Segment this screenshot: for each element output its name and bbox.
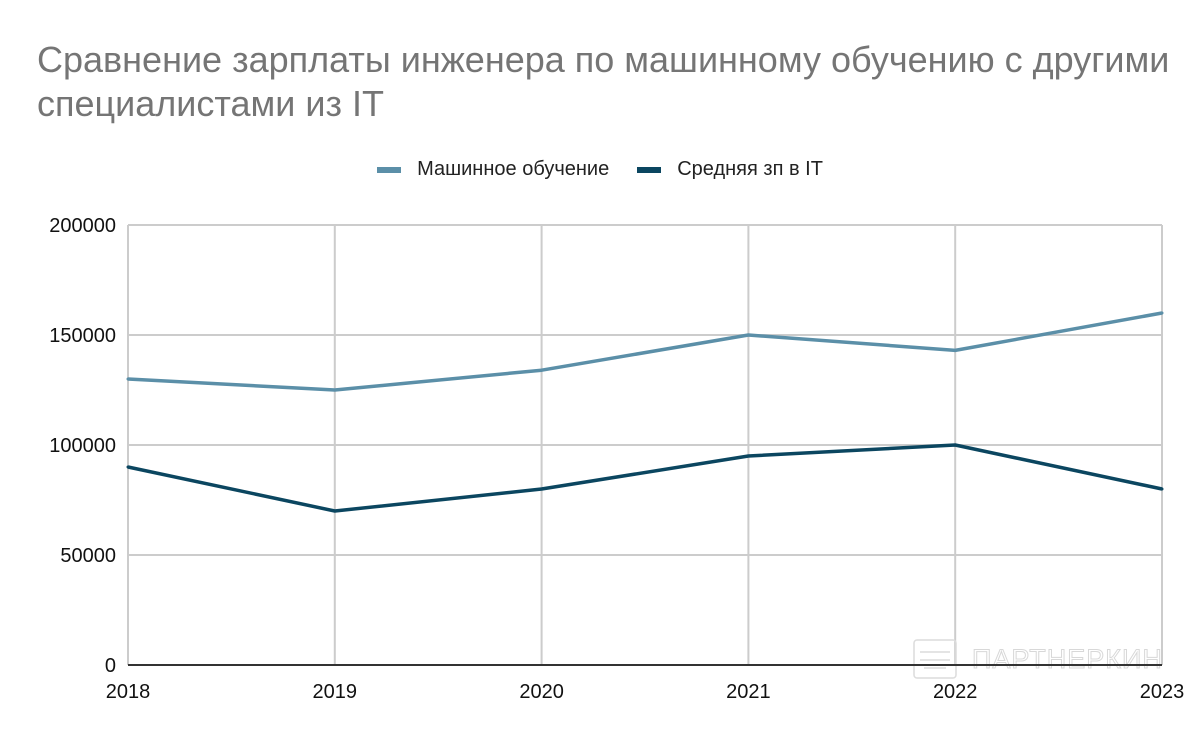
legend-swatch-it — [637, 166, 662, 173]
legend: Машинное обучение Средняя зп в IT — [0, 158, 1200, 181]
x-tick-label: 2020 — [519, 681, 564, 703]
data-point — [953, 348, 957, 352]
legend-item-ml[interactable]: Машинное обучение — [377, 158, 609, 181]
x-tick-labels: 2018 2019 2020 2021 2022 2023 — [106, 681, 1185, 703]
chart-title: Сравнение зарплаты инженера по машинному… — [37, 39, 1170, 124]
legend-item-it[interactable]: Средняя зп в IT — [637, 158, 823, 181]
data-point — [1160, 487, 1164, 491]
watermark-logo-icon — [913, 639, 957, 679]
y-tick-label: 150000 — [49, 325, 116, 347]
data-point — [1160, 311, 1164, 315]
data-point — [746, 454, 750, 458]
series-line-it — [127, 443, 1163, 513]
data-point — [746, 333, 750, 337]
watermark: ПАРТНЕРКИН — [913, 639, 1163, 679]
x-tick-label: 2022 — [933, 681, 978, 703]
series-line-ml — [127, 311, 1163, 392]
x-tick-label: 2019 — [313, 681, 358, 703]
y-tick-label: 200000 — [49, 215, 116, 237]
data-point — [126, 377, 130, 381]
y-tick-label: 50000 — [60, 545, 116, 567]
x-tick-label: 2023 — [1140, 681, 1185, 703]
y-tick-labels: 0 50000 100000 150000 200000 — [49, 215, 116, 677]
data-point — [540, 368, 544, 372]
series-lines — [126, 311, 1164, 513]
data-point — [126, 465, 130, 469]
x-tick-label: 2018 — [106, 681, 151, 703]
legend-label-ml: Машинное обучение — [417, 158, 610, 180]
gridlines — [127, 224, 1163, 665]
legend-label-it: Средняя зп в IT — [677, 158, 823, 180]
watermark-text: ПАРТНЕРКИН — [972, 644, 1163, 674]
legend-swatch-ml — [377, 166, 402, 173]
data-point — [953, 443, 957, 447]
data-point — [540, 487, 544, 491]
x-tick-label: 2021 — [726, 681, 771, 703]
data-point — [333, 388, 337, 392]
data-point — [333, 509, 337, 513]
y-tick-label: 0 — [105, 655, 116, 677]
y-tick-label: 100000 — [49, 435, 116, 457]
